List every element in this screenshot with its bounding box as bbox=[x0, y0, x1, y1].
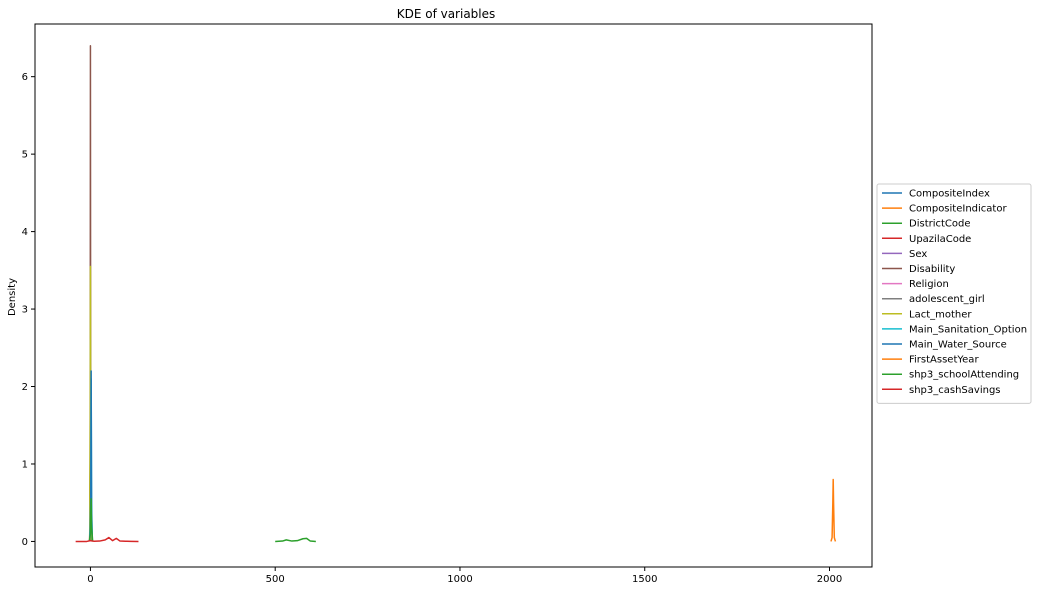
plot-area bbox=[75, 44, 837, 543]
legend-entry: FirstAssetYear bbox=[909, 355, 979, 366]
y-tick-label: 3 bbox=[22, 305, 28, 316]
y-axis-label: Density bbox=[7, 278, 18, 316]
y-tick-label: 2 bbox=[22, 382, 28, 393]
series-line bbox=[75, 536, 139, 543]
x-tick-label: 500 bbox=[266, 574, 285, 585]
x-tick-label: 1000 bbox=[447, 574, 472, 585]
series-line bbox=[830, 478, 837, 542]
legend-entry: UpazilaCode bbox=[909, 234, 971, 245]
legend-entry: adolescent_girl bbox=[909, 294, 985, 305]
chart-title: KDE of variables bbox=[397, 7, 496, 21]
legend-entry: Sex bbox=[909, 249, 927, 260]
legend-entry: shp3_schoolAttending bbox=[909, 370, 1019, 381]
x-axis: 0 500 1000 1500 2000 bbox=[87, 567, 842, 585]
legend: CompositeIndex CompositeIndicator District… bbox=[876, 183, 1032, 404]
y-tick-label: 1 bbox=[22, 459, 28, 470]
y-tick-label: 5 bbox=[22, 150, 28, 161]
series-line bbox=[88, 498, 94, 542]
legend-box bbox=[876, 183, 1032, 404]
y-tick-label: 0 bbox=[22, 537, 28, 548]
y-axis: 0 1 2 3 4 5 6 bbox=[22, 72, 35, 548]
legend-entry: Lact_mother bbox=[909, 309, 972, 320]
legend-entry: Main_Water_Source bbox=[909, 340, 1007, 351]
legend-entry: shp3_cashSavings bbox=[909, 385, 1001, 396]
y-tick-label: 4 bbox=[22, 227, 28, 238]
series-line bbox=[275, 537, 316, 543]
x-tick-label: 0 bbox=[87, 574, 93, 585]
legend-entry: Main_Sanitation_Option bbox=[909, 324, 1027, 335]
legend-entry: CompositeIndex bbox=[909, 189, 990, 200]
legend-entry: Religion bbox=[909, 279, 949, 290]
x-tick-label: 1500 bbox=[632, 574, 657, 585]
legend-entry: CompositeIndicator bbox=[909, 204, 1007, 215]
legend-entry: DistrictCode bbox=[909, 219, 971, 230]
plot-frame bbox=[34, 23, 873, 568]
y-tick-label: 6 bbox=[22, 72, 28, 83]
legend-entry: Disability bbox=[909, 264, 955, 275]
x-tick-label: 2000 bbox=[817, 574, 842, 585]
